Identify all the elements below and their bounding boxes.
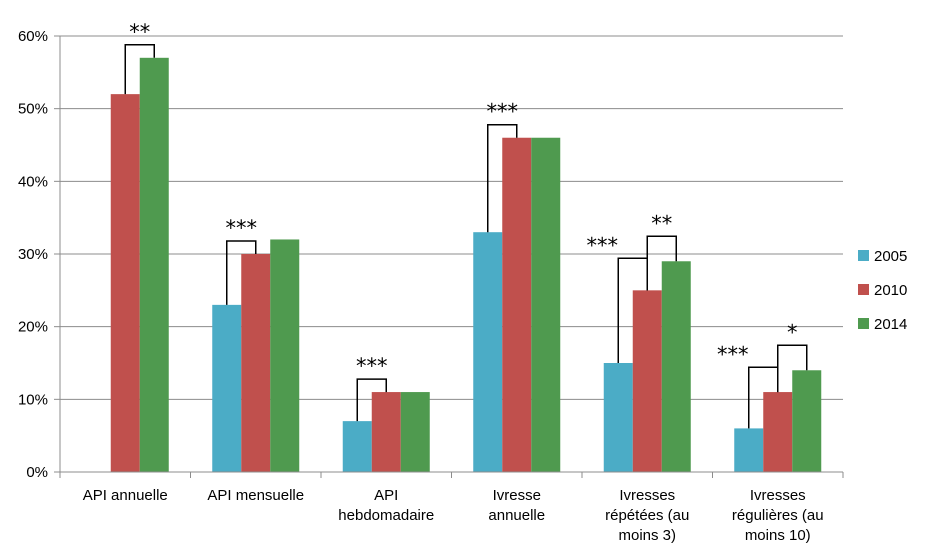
significance-bracket — [646, 235, 677, 291]
bar-2014 — [661, 261, 691, 472]
bar-2014 — [792, 370, 822, 472]
significance-label: * — [787, 320, 798, 344]
legend-label: 2014 — [874, 316, 907, 333]
bar-2005 — [342, 421, 372, 472]
category-label: Ivresses régulières (au moins 10) — [732, 487, 824, 544]
bar-2010 — [763, 392, 793, 472]
category-label: API annuelle — [83, 487, 168, 504]
bar-2005 — [734, 428, 764, 472]
significance-annotations: ******************** — [124, 20, 808, 429]
significance-label: *** — [717, 342, 749, 366]
bar-2014 — [270, 239, 300, 472]
category-label: API hebdomadaire — [338, 487, 434, 524]
bars — [110, 57, 822, 473]
bar-2014 — [531, 137, 561, 472]
legend-swatch-2005 — [858, 250, 869, 261]
bar-2005 — [603, 363, 633, 472]
significance-label: *** — [356, 354, 388, 378]
legend-swatch-2010 — [858, 284, 869, 295]
y-tick-label: 40% — [18, 173, 48, 190]
bar-2014 — [400, 392, 430, 472]
bar-2010 — [502, 137, 532, 472]
category-label: API mensuelle — [207, 487, 304, 504]
gridlines — [54, 35, 843, 473]
legend-label: 2005 — [874, 248, 907, 265]
legend-label: 2010 — [874, 282, 907, 299]
significance-label: *** — [226, 216, 258, 240]
y-tick-label: 20% — [18, 319, 48, 336]
significance-label: ** — [651, 211, 672, 235]
y-tick-label: 50% — [18, 101, 48, 118]
significance-label: *** — [587, 233, 619, 257]
significance-label: *** — [487, 100, 519, 124]
legend-swatch-2014 — [858, 318, 869, 329]
significance-bracket — [777, 344, 808, 393]
significance-bracket — [356, 378, 387, 422]
significance-bracket — [487, 123, 518, 233]
category-label: Ivresses répétées (au moins 3) — [605, 487, 689, 544]
legend: 2005 2010 2014 — [858, 248, 907, 333]
axes — [59, 36, 844, 478]
bar-2010 — [632, 290, 662, 472]
bar-2010 — [110, 94, 140, 472]
x-axis-categories: API annuelle API mensuelle API hebdomadaire… — [83, 487, 824, 544]
bar-2014 — [139, 57, 169, 473]
bar-2005 — [473, 232, 503, 472]
category-label: Ivresse annuelle — [488, 487, 545, 524]
bar-2005 — [212, 304, 242, 472]
significance-label: ** — [129, 20, 150, 44]
y-tick-label: 0% — [26, 464, 48, 481]
y-tick-label: 30% — [18, 246, 48, 263]
y-tick-label: 10% — [18, 391, 48, 408]
y-tick-label: 60% — [18, 28, 48, 45]
y-axis-ticks: 0% 10% 20% 30% 40% 50% 60% — [18, 28, 48, 481]
significance-bracket — [124, 44, 155, 95]
bar-2010 — [241, 254, 271, 472]
bar-2010 — [371, 392, 401, 472]
significance-bracket — [226, 240, 257, 305]
